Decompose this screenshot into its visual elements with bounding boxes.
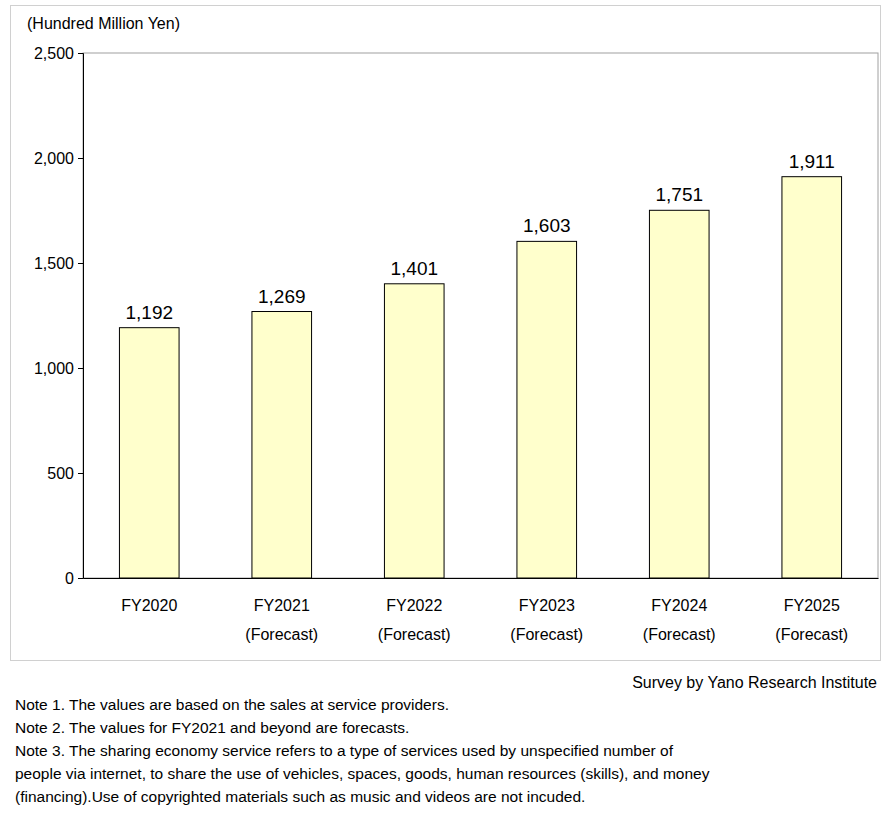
bars — [119, 177, 841, 578]
y-tick-label: 2,500 — [34, 45, 74, 62]
y-tick-mark — [78, 578, 83, 579]
y-tick: 500 — [47, 465, 83, 482]
y-tick-label: 1,000 — [34, 360, 74, 377]
y-tick-mark — [78, 473, 83, 474]
y-tick-label: 2,000 — [34, 150, 74, 167]
note: Note 1. The values are based on the sale… — [15, 696, 449, 713]
x-axis-line — [84, 578, 879, 579]
bar — [119, 328, 179, 578]
x-tick: FY2020 — [121, 597, 177, 614]
data-label: 1,751 — [655, 184, 703, 205]
x-tick-label: FY2020 — [121, 597, 177, 614]
data-label: 1,192 — [125, 302, 173, 323]
y-tick-mark — [78, 158, 83, 159]
y-axis-title: (Hundred Million Yen) — [27, 15, 180, 32]
chart: 0 500 1,000 1,500 2,000 2,500 FY2020 FY2021(For… — [0, 0, 889, 820]
y-tick-mark — [78, 368, 83, 369]
data-label: 1,603 — [523, 215, 571, 236]
x-tick-label: FY2021(Forecast) — [245, 597, 318, 643]
bar — [649, 210, 709, 578]
x-axis: FY2020 FY2021(Forecast) FY2022(Forecast) FY… — [84, 579, 879, 644]
y-tick: 1,000 — [34, 360, 83, 377]
x-tick: FY2024(Forecast) — [643, 597, 716, 643]
data-label: 1,269 — [258, 286, 306, 307]
x-tick: FY2022(Forecast) — [378, 597, 451, 643]
y-tick-label: 0 — [65, 570, 74, 587]
x-tick: FY2021(Forecast) — [245, 597, 318, 643]
x-tick-label: FY2022(Forecast) — [378, 597, 451, 643]
y-tick: 2,000 — [34, 150, 83, 167]
bar — [517, 241, 577, 578]
x-tick-label: FY2023(Forecast) — [510, 597, 583, 643]
note: Note 2. The values for FY2021 and beyond… — [15, 719, 409, 736]
y-tick-label: 500 — [47, 465, 74, 482]
y-tick: 0 — [65, 570, 83, 587]
x-tick-label: FY2025(Forecast) — [775, 597, 848, 643]
y-tick-mark — [78, 53, 83, 54]
note: Note 3. The sharing economy service refe… — [15, 742, 710, 805]
y-tick-mark — [78, 263, 83, 264]
data-label: 1,911 — [789, 151, 835, 172]
bar — [252, 312, 312, 578]
y-tick: 2,500 — [34, 45, 83, 62]
y-tick: 1,500 — [34, 255, 83, 272]
bar — [384, 284, 444, 578]
source: Survey by Yano Research Institute — [632, 674, 877, 691]
y-axis-line — [78, 54, 84, 579]
x-tick-label: FY2024(Forecast) — [643, 597, 716, 643]
bar — [782, 177, 842, 578]
x-tick: FY2023(Forecast) — [510, 597, 583, 643]
x-tick: FY2025(Forecast) — [775, 597, 848, 643]
chart-border — [11, 6, 881, 661]
data-labels: 1,192 1,269 1,401 1,603 1,751 1,911 — [125, 151, 834, 323]
data-label: 1,401 — [390, 258, 438, 279]
plot-frame — [83, 53, 878, 578]
y-axis: 0 500 1,000 1,500 2,000 2,500 — [34, 45, 84, 587]
y-tick-label: 1,500 — [34, 255, 74, 272]
